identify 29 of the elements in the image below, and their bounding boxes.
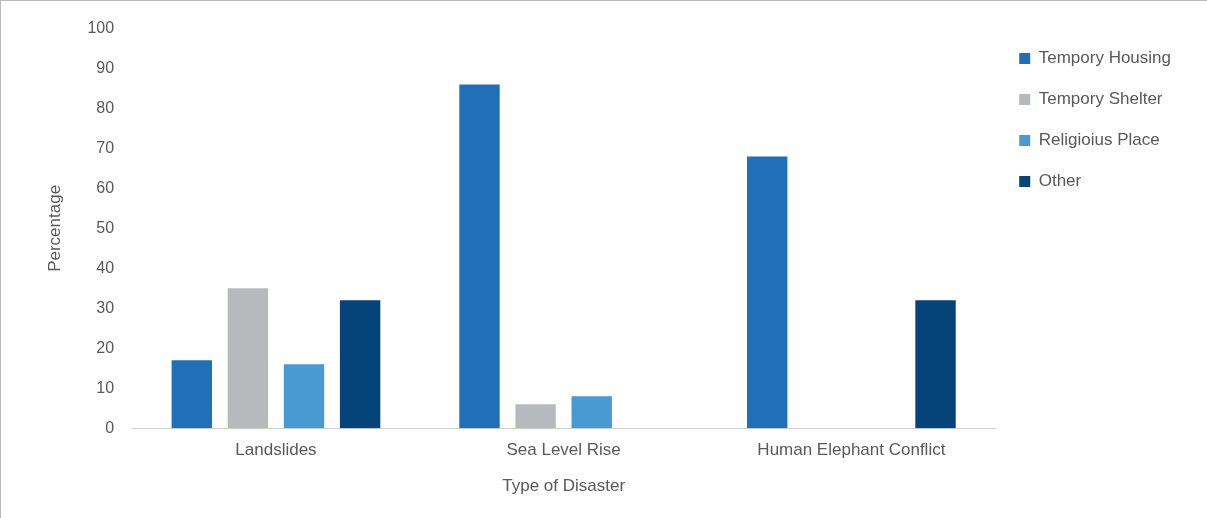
y-tick-label: 20 [96,338,115,356]
x-axis-title: Type of Disaster [502,476,626,496]
y-axis-title: Percentage [44,184,64,272]
bar [227,288,269,429]
bar [915,300,956,429]
y-tick-label: 50 [96,218,115,236]
bar [571,396,612,429]
bar [339,300,381,429]
legend-label: Religioius Place [1038,130,1160,150]
legend-label: Tempory Housing [1038,48,1171,68]
legend-label: Other [1038,171,1082,191]
y-tick-label: 90 [96,58,115,76]
y-tick-label: 0 [105,418,115,436]
x-tick-label: Landslides [235,440,317,460]
y-tick-label: 60 [96,178,115,196]
x-tick-label: Human Elephant Conflict [757,440,946,460]
y-tick-label: 70 [96,138,115,156]
y-tick-label: 40 [96,258,115,276]
bar [459,84,500,429]
bar [747,156,788,429]
bar [283,364,325,429]
y-tick-label: 80 [96,98,115,116]
y-tick-label: 10 [96,378,115,396]
y-tick-label: 30 [96,298,115,316]
legend-label: Tempory Shelter [1038,89,1163,109]
x-tick-label: Sea Level Rise [506,440,621,460]
bar [515,404,556,429]
bar [171,360,212,429]
y-tick-label: 100 [87,19,115,37]
